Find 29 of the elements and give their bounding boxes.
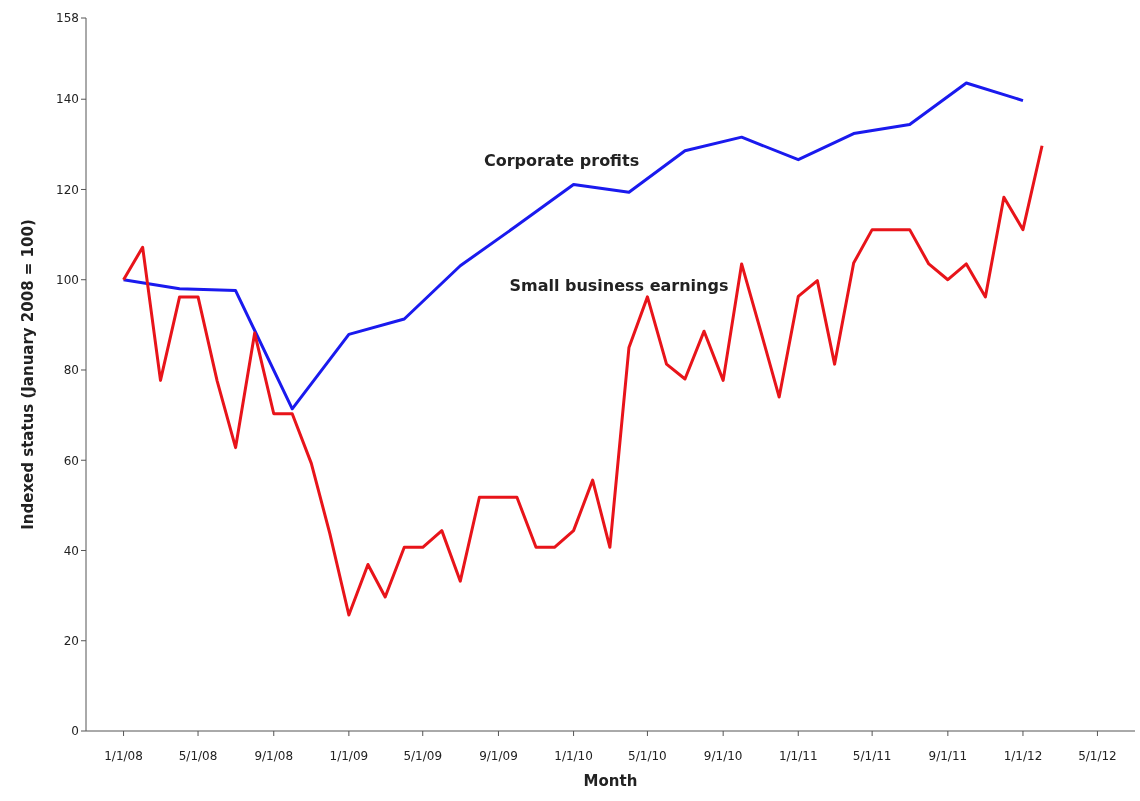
line-series bbox=[122, 81, 1025, 411]
x-tick-label: 1/1/09 bbox=[329, 749, 369, 763]
y-axis-title: Indexed status (January 2008 = 100) bbox=[19, 219, 38, 530]
x-tick-label: 5/1/09 bbox=[403, 749, 443, 763]
line-series bbox=[122, 144, 1044, 617]
x-tick-label: 9/1/11 bbox=[928, 749, 968, 763]
x-tick-label: 5/1/12 bbox=[1078, 749, 1117, 763]
y-tick-label: 60 bbox=[63, 453, 79, 468]
series-label: Small business earnings bbox=[509, 276, 729, 296]
x-tick-label: 1/1/11 bbox=[778, 749, 818, 763]
y-tick-label: 0 bbox=[71, 724, 79, 739]
x-axis-title: Month bbox=[583, 771, 638, 790]
y-tick-label: 20 bbox=[63, 634, 79, 649]
series-label: Corporate profits bbox=[483, 150, 640, 170]
x-tick-label: 5/1/11 bbox=[852, 749, 892, 763]
x-tick-label: 9/1/08 bbox=[254, 749, 294, 763]
x-tick-label: 5/1/08 bbox=[178, 749, 218, 763]
y-tick-label: 158 bbox=[56, 11, 79, 26]
x-tick-label: 1/1/10 bbox=[554, 749, 593, 763]
x-tick-label: 9/1/09 bbox=[479, 749, 518, 763]
y-tick-label: 100 bbox=[56, 272, 79, 287]
x-tick-label: 1/1/12 bbox=[1003, 749, 1043, 763]
y-tick-label: 120 bbox=[56, 182, 79, 197]
y-tick-label: 140 bbox=[56, 92, 79, 107]
y-tick-label: 40 bbox=[63, 543, 79, 558]
x-tick-label: 1/1/08 bbox=[104, 749, 143, 763]
x-tick-label: 5/1/10 bbox=[628, 749, 667, 763]
y-tick-label: 80 bbox=[63, 363, 79, 378]
x-tick-label: 9/1/10 bbox=[703, 749, 743, 763]
